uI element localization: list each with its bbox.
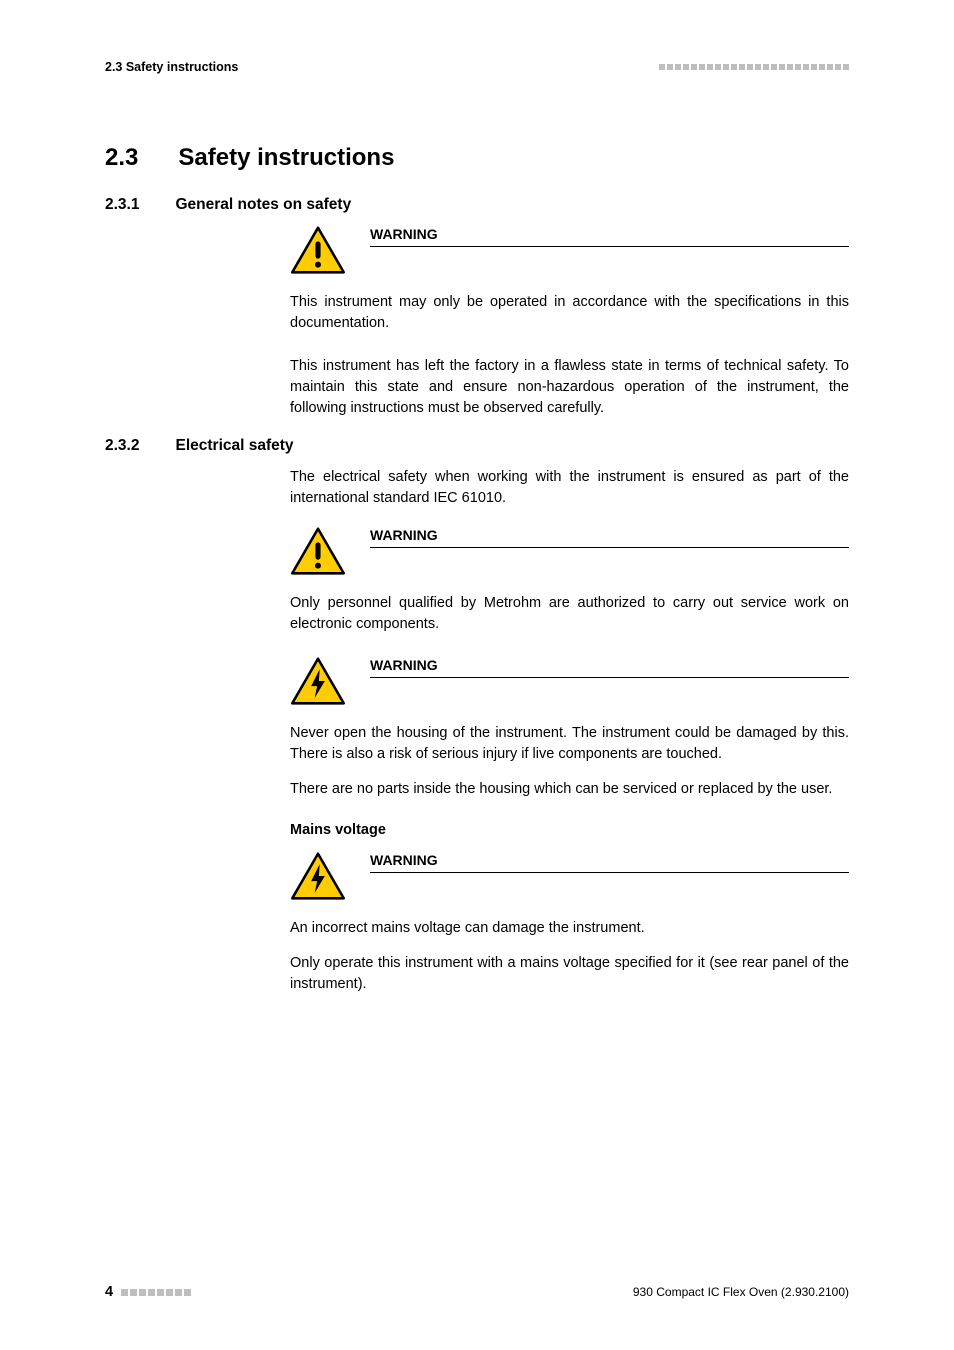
heading-1: 2.3 Safety instructions xyxy=(105,144,849,172)
body-paragraph: This instrument has left the factory in … xyxy=(290,356,849,419)
page-header: 2.3 Safety instructions xyxy=(105,60,849,74)
warning-electrical-icon xyxy=(290,657,346,705)
warning-label: WARNING xyxy=(370,527,849,548)
warning-exclamation-icon xyxy=(290,226,346,274)
warning-text: Only operate this instrument with a main… xyxy=(290,953,849,995)
header-decoration xyxy=(659,64,849,70)
warning-block-mains: WARNING An incorrect mains voltage can d… xyxy=(290,852,849,995)
h2-number: 2.3.2 xyxy=(105,437,139,455)
page-number: 4 xyxy=(105,1284,113,1300)
warning-text: Never open the housing of the instrument… xyxy=(290,723,849,765)
warning-text: An incorrect mains voltage can damage th… xyxy=(290,918,849,939)
body-paragraph: The electrical safety when working with … xyxy=(290,467,849,509)
heading-2-electrical: 2.3.2 Electrical safety xyxy=(105,437,849,455)
warning-block-general: WARNING This instrument may only be oper… xyxy=(290,226,849,334)
heading-3-mains: Mains voltage xyxy=(290,822,849,838)
warning-electrical-icon xyxy=(290,852,346,900)
warning-block-housing: WARNING Never open the housing of the in… xyxy=(290,657,849,800)
warning-label: WARNING xyxy=(370,226,849,247)
h2-title: General notes on safety xyxy=(175,196,351,214)
footer-doc-title: 930 Compact IC Flex Oven (2.930.2100) xyxy=(633,1285,849,1299)
footer-decoration xyxy=(121,1289,191,1296)
h2-number: 2.3.1 xyxy=(105,196,139,214)
page-footer: 4 930 Compact IC Flex Oven (2.930.2100) xyxy=(105,1284,849,1300)
heading-2-general: 2.3.1 General notes on safety xyxy=(105,196,849,214)
warning-block-personnel: WARNING Only personnel qualified by Metr… xyxy=(290,527,849,635)
h2-title: Electrical safety xyxy=(175,437,293,455)
warning-label: WARNING xyxy=(370,852,849,873)
warning-exclamation-icon xyxy=(290,527,346,575)
header-section-label: 2.3 Safety instructions xyxy=(105,60,238,74)
h1-title: Safety instructions xyxy=(178,144,394,172)
h1-number: 2.3 xyxy=(105,144,138,172)
warning-text: Only personnel qualified by Metrohm are … xyxy=(290,593,849,635)
warning-label: WARNING xyxy=(370,657,849,678)
warning-text: There are no parts inside the housing wh… xyxy=(290,779,849,800)
body-text: This instrument has left the factory in … xyxy=(290,356,849,419)
document-page: 2.3 Safety instructions 2.3 Safety instr… xyxy=(0,0,954,1350)
body-text: The electrical safety when working with … xyxy=(290,467,849,509)
warning-text: This instrument may only be operated in … xyxy=(290,292,849,334)
